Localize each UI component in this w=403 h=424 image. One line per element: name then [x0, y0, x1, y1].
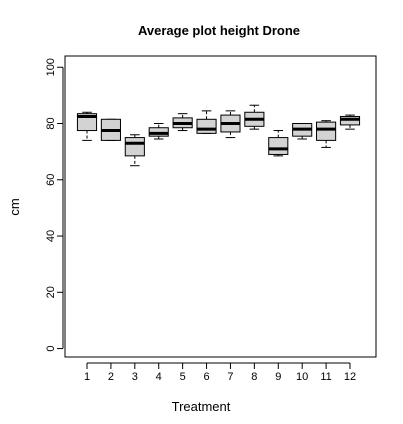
box-group: [100, 118, 121, 141]
box-iqr: [316, 121, 337, 141]
y-axis-label: cm: [7, 198, 22, 215]
chart-title: Average plot height Drone: [138, 23, 300, 38]
x-tick-label: 8: [251, 371, 257, 383]
x-tick-label: 1: [84, 371, 90, 383]
box-group: [148, 123, 169, 140]
x-tick-label: 5: [180, 371, 186, 383]
y-tick-label: 40: [45, 230, 57, 242]
x-tick-label: 2: [108, 371, 114, 383]
y-tick-label: 100: [45, 58, 57, 76]
box-iqr: [124, 137, 145, 157]
y-axis: 0 20 40 60 80 100: [45, 58, 64, 352]
x-tick-label: 4: [156, 371, 162, 383]
box-group: [124, 134, 145, 167]
y-tick-label: 20: [45, 286, 57, 298]
box-group: [292, 123, 313, 140]
x-axis-label: Treatment: [172, 399, 231, 414]
y-tick-label: 80: [45, 117, 57, 129]
x-tick-label: 6: [203, 371, 209, 383]
box-group: [196, 110, 217, 134]
box-group: [268, 130, 289, 157]
box-iqr: [268, 137, 289, 155]
x-tick-label: 11: [320, 371, 331, 383]
x-axis: 1 2 3 4 5 6 7 8 9 10 11 12: [84, 362, 356, 383]
x-tick-label: 9: [275, 371, 281, 383]
x-tick-label: 12: [344, 371, 356, 383]
box-group: [339, 114, 361, 130]
box-group: [316, 120, 337, 148]
y-tick-label: 0: [45, 345, 57, 351]
box-group: [76, 111, 98, 141]
box-group: [172, 113, 193, 132]
box-series: [76, 104, 361, 167]
box-iqr: [196, 118, 217, 134]
box-group: [244, 104, 265, 130]
box-group: [220, 110, 241, 139]
x-tick-label: 7: [227, 371, 233, 383]
plot-area-frame: [64, 55, 377, 358]
x-tick-label: 3: [132, 371, 138, 383]
x-tick-label: 10: [296, 371, 308, 383]
y-tick-label: 60: [45, 174, 57, 186]
